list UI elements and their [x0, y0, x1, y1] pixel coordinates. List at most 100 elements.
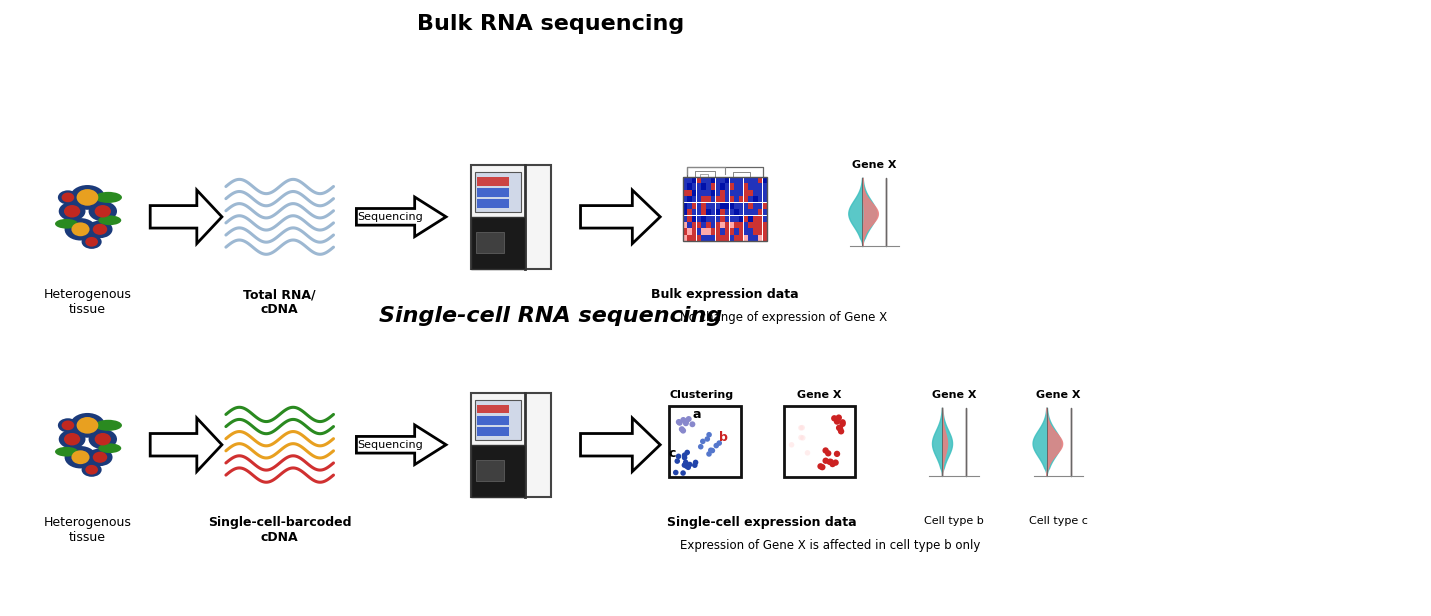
Bar: [683, 229, 687, 235]
Circle shape: [698, 444, 704, 450]
Circle shape: [800, 425, 806, 431]
Ellipse shape: [62, 421, 74, 430]
Bar: [697, 216, 701, 222]
Text: Gene X: Gene X: [851, 160, 897, 170]
Bar: [758, 235, 763, 241]
Text: Sequencing: Sequencing: [358, 440, 424, 450]
Bar: [753, 203, 757, 209]
Circle shape: [684, 463, 690, 469]
Bar: [763, 229, 767, 235]
Bar: [758, 190, 763, 196]
Bar: [720, 203, 724, 209]
Bar: [720, 235, 724, 241]
Circle shape: [788, 442, 794, 448]
Bar: [475, 400, 521, 440]
Bar: [693, 177, 697, 183]
Bar: [734, 235, 738, 241]
Ellipse shape: [87, 448, 113, 466]
Bar: [734, 184, 738, 190]
Text: a: a: [693, 408, 701, 421]
Bar: [730, 177, 734, 183]
Bar: [753, 222, 757, 228]
Circle shape: [681, 463, 687, 468]
Bar: [784, 406, 856, 477]
Bar: [687, 235, 691, 241]
Bar: [734, 209, 738, 216]
Bar: [716, 229, 720, 235]
Bar: [471, 165, 551, 269]
Bar: [748, 190, 753, 196]
Circle shape: [819, 464, 826, 471]
Bar: [726, 190, 730, 196]
Bar: [711, 222, 716, 228]
Bar: [720, 190, 724, 196]
Bar: [738, 216, 744, 222]
Ellipse shape: [89, 429, 117, 449]
Bar: [711, 216, 716, 222]
Bar: [753, 209, 757, 216]
Bar: [705, 216, 711, 222]
Polygon shape: [581, 418, 660, 471]
Bar: [711, 177, 716, 183]
Bar: [687, 229, 691, 235]
Bar: [701, 203, 705, 209]
Circle shape: [834, 451, 840, 457]
Text: Bulk expression data: Bulk expression data: [651, 288, 798, 301]
Circle shape: [680, 470, 685, 476]
Bar: [748, 177, 753, 183]
Bar: [687, 203, 691, 209]
Bar: [730, 209, 734, 216]
Bar: [687, 190, 691, 196]
Bar: [753, 216, 757, 222]
Bar: [711, 209, 716, 216]
Ellipse shape: [82, 235, 102, 249]
Bar: [693, 190, 697, 196]
Text: Gene X: Gene X: [1036, 390, 1080, 400]
Text: Bulk RNA sequencing: Bulk RNA sequencing: [416, 14, 684, 34]
Bar: [738, 184, 744, 190]
Bar: [753, 190, 757, 196]
Bar: [726, 222, 730, 228]
Bar: [711, 184, 716, 190]
Bar: [758, 216, 763, 222]
Bar: [701, 209, 705, 216]
Bar: [763, 235, 767, 241]
Bar: [758, 177, 763, 183]
Bar: [697, 203, 701, 209]
Bar: [730, 184, 734, 190]
Bar: [738, 177, 744, 183]
Bar: [705, 197, 711, 203]
Bar: [730, 190, 734, 196]
Bar: [687, 216, 691, 222]
Bar: [705, 235, 711, 241]
Circle shape: [683, 460, 688, 465]
Bar: [683, 216, 687, 222]
Bar: [734, 197, 738, 203]
Bar: [744, 197, 748, 203]
Bar: [475, 172, 521, 212]
Bar: [753, 184, 757, 190]
Bar: [687, 177, 691, 183]
Text: Cell type c: Cell type c: [1029, 516, 1088, 526]
Circle shape: [690, 421, 695, 428]
Bar: [716, 203, 720, 209]
Ellipse shape: [57, 418, 77, 432]
Bar: [726, 203, 730, 209]
Bar: [716, 235, 720, 241]
Bar: [744, 177, 748, 183]
Bar: [720, 197, 724, 203]
Bar: [730, 203, 734, 209]
Bar: [705, 222, 711, 228]
Bar: [693, 209, 697, 216]
Circle shape: [678, 426, 685, 432]
Bar: [693, 216, 697, 222]
Bar: [744, 229, 748, 235]
Bar: [734, 229, 738, 235]
Bar: [697, 229, 701, 235]
Bar: [693, 184, 697, 190]
Bar: [744, 184, 748, 190]
Ellipse shape: [87, 221, 113, 238]
Circle shape: [673, 470, 678, 476]
Ellipse shape: [82, 463, 102, 477]
Bar: [471, 217, 525, 269]
